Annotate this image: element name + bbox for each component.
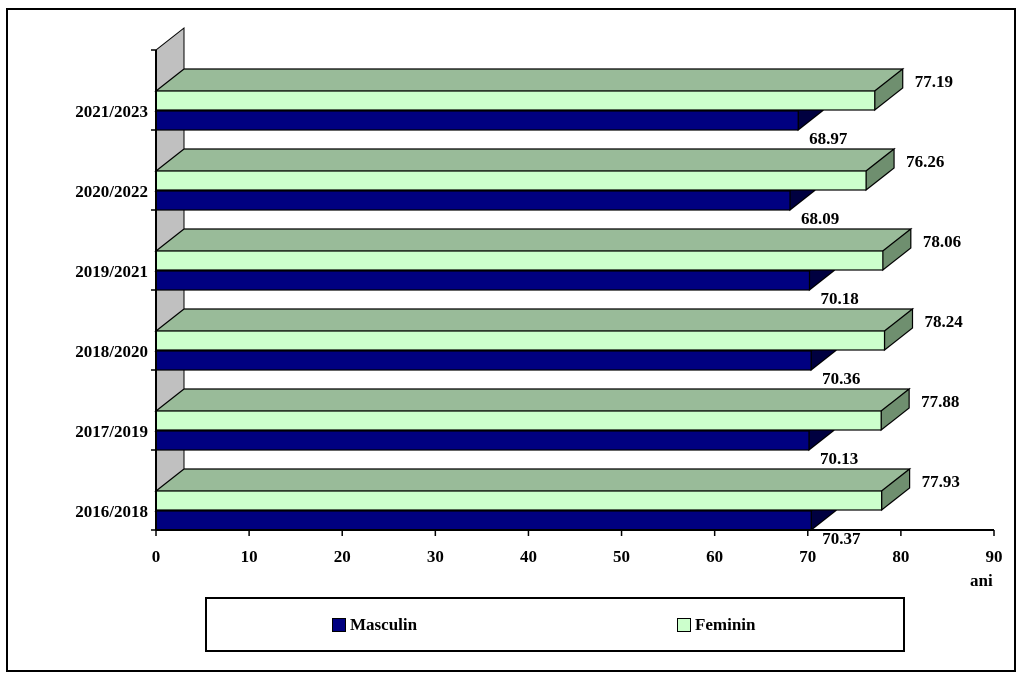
x-tick-label: 60	[706, 547, 723, 566]
legend-item-masculin: Masculin	[332, 615, 417, 635]
data-label-feminin: 76.26	[906, 152, 944, 171]
x-tick-label: 70	[799, 547, 816, 566]
bar-feminin	[155, 170, 867, 191]
legend-label-feminin: Feminin	[695, 615, 756, 634]
bar-feminin-top	[154, 228, 913, 252]
data-label-masculin: 68.97	[809, 129, 848, 148]
legend-swatch-masculin	[332, 618, 346, 632]
category-label: 2018/2020	[75, 342, 148, 361]
bar-feminin	[155, 90, 876, 111]
category-label: 2020/2022	[75, 182, 148, 201]
bar-masculin	[155, 110, 799, 131]
legend-label-masculin: Masculin	[350, 615, 418, 634]
x-tick-label: 80	[892, 547, 909, 566]
x-axis-label: ani	[970, 571, 993, 590]
bar-feminin-top	[154, 308, 915, 332]
bar-feminin	[155, 490, 883, 511]
legend-item-feminin: Feminin	[677, 615, 755, 635]
data-label-masculin: 70.18	[820, 289, 858, 308]
category-label: 2021/2023	[75, 102, 148, 121]
data-label-feminin: 78.24	[925, 312, 964, 331]
bar-masculin	[155, 430, 810, 451]
data-label-feminin: 78.06	[923, 232, 961, 251]
data-label-feminin: 77.19	[915, 72, 953, 91]
x-tick-label: 40	[520, 547, 537, 566]
data-label-masculin: 70.13	[820, 449, 858, 468]
data-label-feminin: 77.88	[921, 392, 959, 411]
data-label-masculin: 70.36	[822, 369, 860, 388]
x-tick-label: 0	[152, 547, 161, 566]
bar-feminin	[155, 410, 882, 431]
bar-feminin	[155, 330, 886, 351]
bar-masculin	[155, 350, 812, 371]
bar-feminin-top	[154, 68, 905, 92]
category-label: 2017/2019	[75, 422, 148, 441]
bar-masculin	[155, 270, 811, 291]
data-label-masculin: 68.09	[801, 209, 839, 228]
bar-feminin	[155, 250, 884, 271]
data-label-masculin: 70.37	[822, 529, 861, 548]
data-label-feminin: 77.93	[922, 472, 960, 491]
x-tick-label: 10	[241, 547, 258, 566]
category-label: 2016/2018	[75, 502, 148, 521]
legend-swatch-feminin	[677, 618, 691, 632]
legend: Masculin Feminin	[205, 597, 905, 652]
x-tick-label: 50	[613, 547, 630, 566]
bar-feminin-top	[154, 468, 912, 492]
bar-masculin	[155, 190, 791, 211]
category-label: 2019/2021	[75, 262, 148, 281]
bar-masculin	[155, 510, 812, 531]
bar-feminin-top	[154, 148, 896, 172]
x-tick-label: 90	[986, 547, 1003, 566]
x-tick-label: 20	[334, 547, 351, 566]
x-tick-label: 30	[427, 547, 444, 566]
bar-feminin-top	[154, 388, 911, 412]
